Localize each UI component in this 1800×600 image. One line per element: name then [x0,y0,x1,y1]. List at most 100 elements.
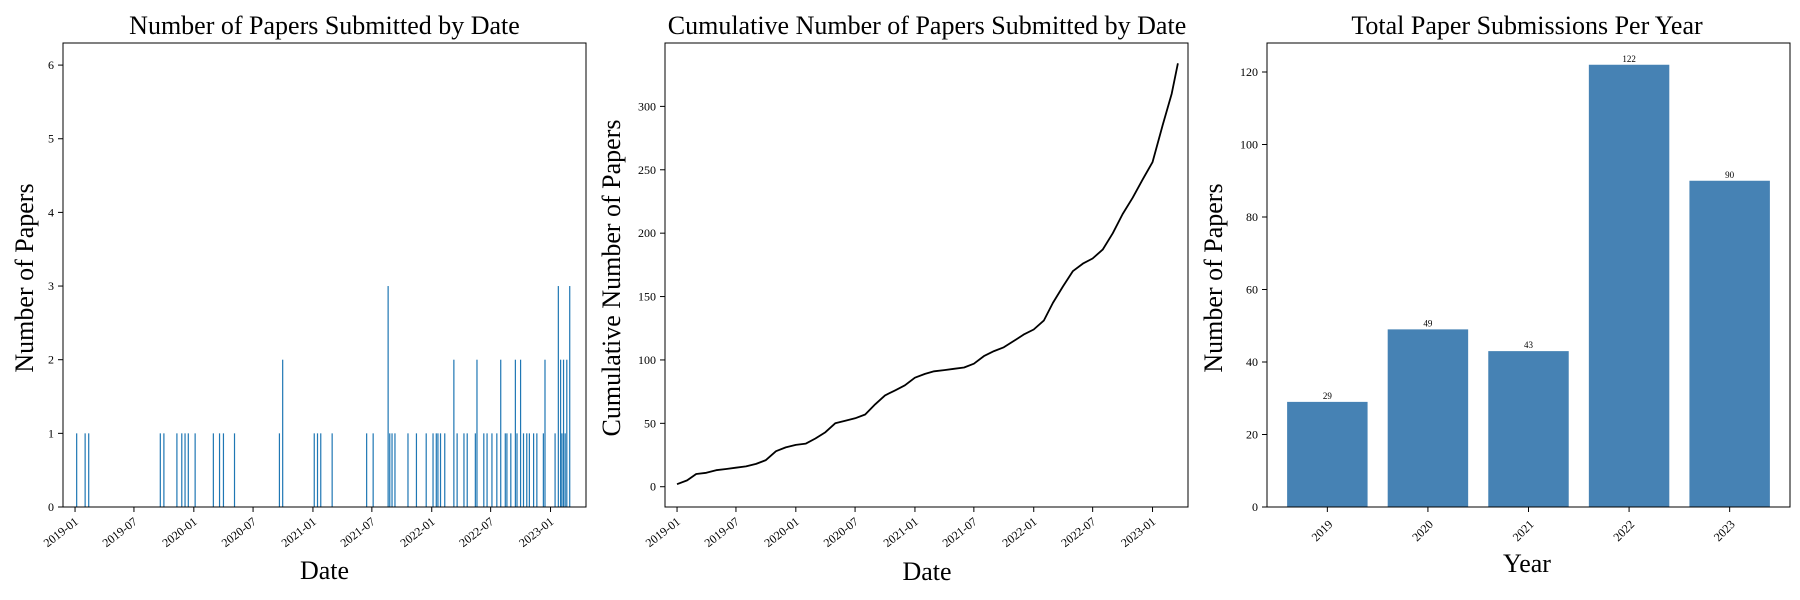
bar [1588,64,1670,507]
x-tick-label: 2022-01 [397,514,437,550]
bar [425,433,427,507]
bar [331,433,333,507]
bar [1387,329,1469,507]
bar [76,433,78,507]
y-tick-label: 0 [650,480,656,494]
y-tick-label: 0 [1252,500,1258,514]
bar-value-label: 122 [1622,54,1636,64]
yearly-submissions-chart: Total Paper Submissions Per Year Year Nu… [1199,11,1791,578]
x-axis-label: Date [902,557,951,586]
x-tick-label: 2019-07 [702,514,742,550]
x-tick-label: 2021 [1510,517,1537,544]
bar [557,286,559,507]
y-axis-label: Number of Papers [1199,183,1228,372]
bar [432,433,434,507]
x-tick-label: 2023 [1711,517,1738,544]
y-tick-label: 6 [48,58,54,72]
bar [222,433,225,507]
x-tick-label: 2022-01 [999,514,1039,550]
y-tick-label: 200 [638,226,656,240]
bar [522,433,525,507]
bar [544,359,546,507]
bar [554,433,556,507]
bar [562,359,565,507]
bar [187,433,189,507]
bar [506,433,508,507]
bar [366,433,368,507]
bar-value-label: 43 [1524,340,1534,350]
bar [456,433,458,507]
bar [519,359,522,507]
x-tick-label: 2022 [1610,517,1637,544]
plot-area: 0 1 2 3 4 5 6 2019-01 2019-07 2020-01 2020-07 2021-… [41,58,571,550]
plot-area: 0 50 100 150 200 250 300 2019-01 2019-07 2020-01 2… [638,63,1179,550]
y-tick-label: 80 [1246,210,1258,224]
bar [212,433,214,507]
bar [437,433,439,507]
bar [391,433,393,507]
plot-area: 29 2019 49 2020 43 2021 122 2022 90 2023 0 20 40 60 80… [1240,54,1770,544]
y-tick-label: 150 [638,290,656,304]
cumulative-submissions-chart: Cumulative Number of Papers Submitted by… [597,11,1189,586]
x-tick-label: 2020-01 [762,514,802,550]
chart-title: Number of Papers Submitted by Date [129,11,520,40]
x-tick-label: 2020-01 [160,514,200,550]
bar [181,433,183,507]
x-axis-label: Date [300,556,349,585]
bar [159,433,161,507]
y-tick-label: 20 [1246,428,1258,442]
bar [415,433,418,507]
bar [233,433,236,507]
bar [394,433,396,507]
bar [313,433,315,507]
bar-value-label: 49 [1423,318,1433,328]
bar [372,433,374,507]
y-tick-label: 0 [48,500,54,514]
y-axis-label: Number of Papers [10,183,39,372]
chart-title: Cumulative Number of Papers Submitted by… [668,11,1186,40]
bar [1488,351,1569,507]
bar [526,433,528,507]
bar [176,433,178,507]
bar [542,433,544,507]
bar [1689,180,1770,507]
axes-frame [1266,42,1791,508]
x-tick-label: 2021-01 [881,514,921,550]
series-line [676,63,1179,486]
y-tick-label: 100 [638,353,656,367]
x-axis-label: Year [1503,549,1551,578]
y-tick-label: 2 [48,353,54,367]
y-tick-label: 60 [1246,283,1258,297]
bar [278,433,281,507]
x-tick-label: 2022-07 [1058,514,1098,550]
bar [218,433,221,507]
x-tick-label: 2023-01 [1118,514,1158,550]
bar [560,359,562,507]
bar [163,433,165,507]
bar [504,433,506,507]
bar [491,433,493,507]
bar [282,359,284,507]
y-tick-label: 1 [48,426,54,440]
x-tick-label: 2019 [1309,517,1336,544]
bar [510,433,512,507]
x-tick-label: 2019-07 [100,514,140,550]
bar [407,433,409,507]
x-tick-label: 2020 [1409,517,1436,544]
x-tick-label: 2020-07 [219,514,259,550]
y-tick-label: 300 [638,99,656,113]
bar [463,433,465,507]
bar [566,359,568,507]
bar [320,433,322,507]
x-tick-label: 2021-01 [279,514,319,550]
y-tick-label: 100 [1240,138,1258,152]
y-tick-label: 120 [1240,65,1258,79]
bar [444,433,446,507]
daily-submissions-chart: Number of Papers Submitted by Date Date … [10,11,587,585]
bar [435,433,437,507]
bar [387,286,389,507]
y-tick-label: 4 [48,205,54,219]
axes-frame [62,42,587,508]
bar [569,286,571,507]
